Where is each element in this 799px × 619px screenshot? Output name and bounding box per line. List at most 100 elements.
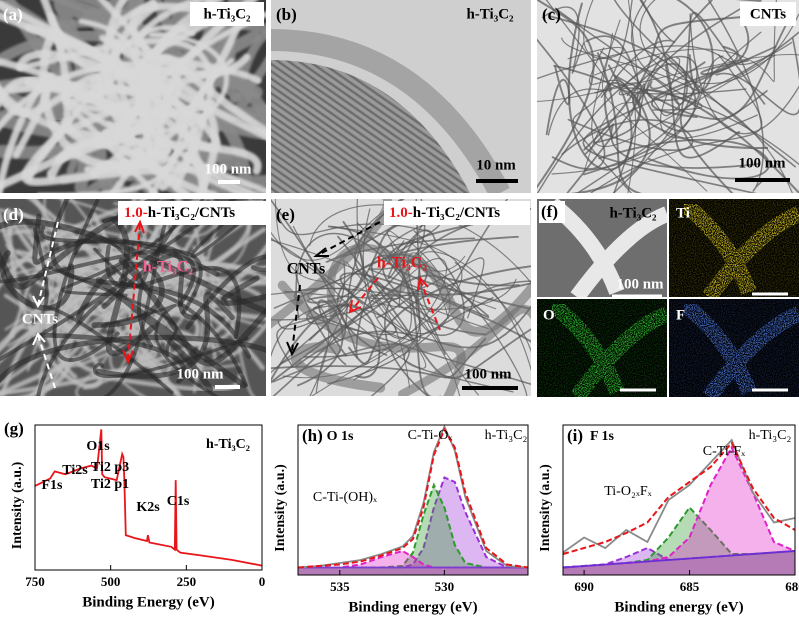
fiber (271, 199, 376, 358)
tem-image (271, 0, 531, 193)
title-box (118, 201, 266, 225)
x-tick-label: 500 (101, 574, 121, 589)
fiber (92, 336, 249, 379)
fiber (118, 257, 266, 367)
series-line (34, 429, 263, 567)
series-line (562, 438, 796, 554)
component-area (298, 551, 528, 575)
fiber (0, 76, 217, 117)
map-tile (537, 299, 667, 397)
fiber (583, 13, 780, 151)
arrowhead (348, 275, 429, 314)
scale-label: 100 nm (204, 161, 252, 177)
annotation: h-Ti₃C₂ (143, 259, 193, 276)
fiber (105, 244, 242, 340)
fiber (632, 89, 799, 193)
fiber (613, 0, 797, 168)
fiber (271, 239, 385, 297)
arrow (127, 223, 141, 361)
tile-title: h-Ti₃C₂ (609, 205, 657, 221)
fiber (561, 118, 694, 155)
arrowhead (286, 247, 329, 357)
fiber (0, 0, 152, 132)
annotation: C-Ti-Fₓ (703, 444, 746, 459)
fiber (600, 31, 762, 117)
x-tick-label: 750 (25, 574, 45, 589)
fiber (567, 2, 633, 171)
panel-title: 1.0-h-Ti₃C₂/CNTs (124, 205, 235, 221)
annotation: F 1s (590, 429, 615, 444)
arrow (37, 221, 59, 389)
panel-label: (i) (567, 426, 583, 445)
fiber (368, 199, 490, 319)
scale-label: 10 nm (476, 157, 516, 173)
panel-label: (b) (276, 5, 297, 24)
fiber (659, 57, 758, 139)
fiber (590, 54, 763, 193)
fiber (0, 248, 203, 315)
fiber (591, 19, 776, 148)
title-box (190, 2, 264, 26)
tem-image (537, 0, 799, 193)
title-prefix: 1.0- (389, 205, 413, 221)
fiber (583, 0, 639, 172)
annotation: Ti-O₂ₓFₓ (604, 484, 652, 499)
fiber (277, 280, 466, 396)
fiber (537, 0, 595, 189)
x-tick-label: 685 (680, 579, 700, 594)
y-axis-label: Intensity (a.u.) (10, 461, 25, 549)
fiber (715, 37, 799, 116)
panel-label: (d) (3, 205, 24, 224)
fiber (626, 63, 688, 105)
title-box (740, 2, 796, 26)
scale-label: 100 nm (616, 276, 664, 292)
sample (679, 299, 799, 397)
fiber (413, 230, 465, 336)
plot-frame (297, 424, 529, 576)
panel-title: h-Ti₃C₂ (203, 6, 251, 22)
x-tick-label: 535 (330, 579, 350, 594)
x-tick-label: 250 (177, 574, 197, 589)
x-axis-label: Binding energy (eV) (348, 599, 477, 615)
scale-label: 100 nm (738, 155, 786, 171)
sample (679, 199, 799, 297)
fiber (271, 303, 381, 383)
annotation: C1s (167, 494, 190, 509)
fiber (277, 214, 431, 236)
fiber (582, 45, 777, 193)
panel-labels: (a) h-Ti₃C₂ 100 nm (b) h-Ti₃C₂ 10 nm (c)… (3, 2, 796, 392)
y-axis-label: Intensity (a.u.) (273, 464, 288, 552)
fiber (707, 0, 766, 192)
fiber (95, 292, 235, 379)
plot-frame (34, 424, 263, 571)
fiber (220, 275, 266, 306)
title-main: h-Ti₃C₂/CNTs (148, 205, 236, 221)
fiber (639, 0, 799, 85)
panel-label: (f) (541, 202, 558, 221)
sem-image (0, 0, 266, 193)
arrowhead (32, 295, 46, 346)
title-prefix: 1.0- (124, 205, 148, 221)
fiber (0, 250, 75, 311)
fiber (290, 342, 386, 393)
annotation: h-Ti₃C₂ (206, 437, 250, 452)
fiber (101, 0, 218, 193)
lattice (271, 60, 470, 193)
annotation: C-Ti-(OH)ₓ (313, 490, 378, 505)
fiber (537, 55, 698, 193)
fiber (271, 305, 397, 358)
panel-title: 1.0-h-Ti₃C₂/CNTs (389, 205, 500, 221)
annotation: h-Ti₃C₂ (377, 255, 427, 272)
fiber (567, 0, 625, 60)
annotation: Ti2s (62, 463, 88, 478)
fiber (600, 0, 676, 98)
label-box (539, 201, 565, 223)
component-area (563, 507, 795, 575)
arrow (351, 277, 441, 331)
annotation: O1s (86, 439, 110, 454)
fiber (348, 265, 531, 365)
panel-title: CNTs (750, 6, 786, 22)
fiber (52, 199, 120, 362)
y-axis-label: Intensity (a.u.) (538, 464, 553, 552)
arrow (291, 221, 381, 353)
